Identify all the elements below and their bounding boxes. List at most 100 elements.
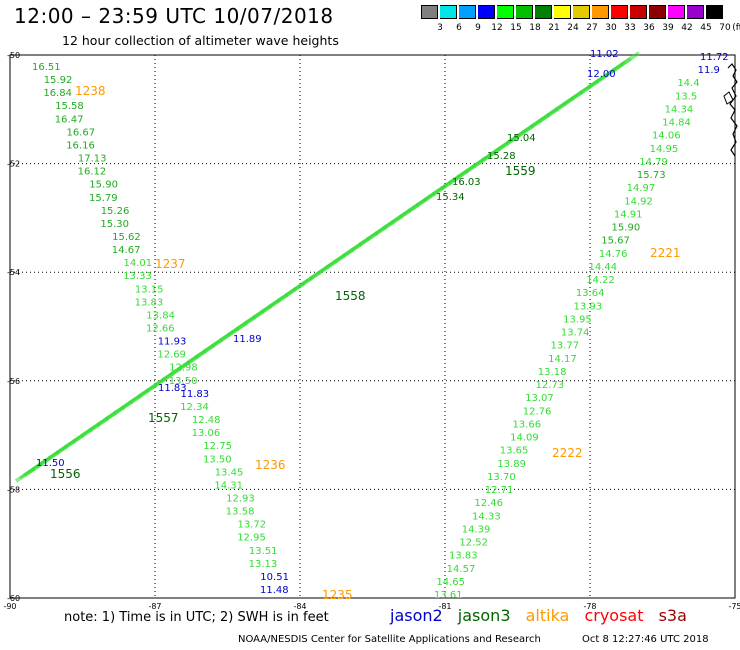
- legend-cryosat: cryosat: [584, 606, 644, 625]
- wave-height-value: 13.58: [226, 507, 255, 518]
- wave-height-value: 13.93: [574, 301, 603, 312]
- color-swatch: [516, 5, 533, 19]
- satellite-legend: jason2 jason3 altika cryosat s3a: [390, 606, 697, 625]
- wave-height-value: 13.70: [487, 472, 516, 483]
- pass-time-label: 2222: [552, 446, 583, 460]
- color-swatch: [687, 5, 704, 19]
- wave-height-value: 12.00: [587, 69, 616, 80]
- wave-height-value: 12.75: [203, 441, 232, 452]
- lat-tick-label: -58: [7, 485, 20, 494]
- wave-height-value: 15.90: [89, 180, 118, 191]
- pass-time-label: 1557: [148, 411, 179, 425]
- wave-height-value: 13.89: [497, 459, 526, 470]
- wave-height-value: 15.62: [112, 232, 141, 243]
- wave-height-value: 16.51: [32, 62, 61, 73]
- wave-height-value: 12.93: [226, 493, 255, 504]
- wave-height-value: 14.09: [510, 433, 539, 444]
- wave-height-value: 11.83: [158, 383, 187, 394]
- wave-height-value: 14.06: [652, 131, 681, 142]
- wave-height-value: 12.66: [146, 324, 175, 335]
- wave-height-value: 14.31: [214, 480, 243, 491]
- wave-height-value: 13.77: [550, 341, 579, 352]
- pass-time-label: 1237: [155, 257, 186, 271]
- wave-height-value: 14.95: [650, 144, 679, 155]
- wave-height-value: 15.34: [436, 192, 465, 203]
- map-title: 12:00 – 23:59 UTC 10/07/2018: [14, 4, 334, 28]
- wave-height-value: 14.91: [614, 209, 643, 220]
- color-swatch: [421, 5, 438, 19]
- wave-height-value: 16.16: [66, 140, 95, 151]
- color-scale-label: 21: [548, 23, 560, 33]
- map-subtitle: 12 hour collection of altimeter wave hei…: [62, 33, 339, 48]
- wave-height-value: 13.51: [249, 546, 278, 557]
- lon-tick-label: -78: [583, 602, 596, 611]
- wave-height-value: 12.69: [157, 350, 186, 361]
- wave-height-value: 13.83: [449, 551, 478, 562]
- legend-s3a: s3a: [658, 606, 687, 625]
- wave-height-value: 12.52: [459, 538, 488, 549]
- wave-height-value: 16.67: [67, 127, 96, 138]
- wave-height-value: 11.48: [260, 585, 289, 596]
- legend-jason2: jason2: [390, 606, 443, 625]
- wave-height-value: 16.84: [43, 88, 72, 99]
- color-swatch: [649, 5, 666, 19]
- color-swatch: [440, 5, 457, 19]
- wave-height-value: 15.04: [507, 133, 536, 144]
- wave-height-value: 13.15: [135, 284, 164, 295]
- color-swatch: [668, 5, 685, 19]
- lat-tick-label: -50: [7, 51, 20, 60]
- pass-time-label: 2221: [650, 246, 681, 260]
- wave-height-value: 12.46: [474, 498, 503, 509]
- wave-height-value: 13.66: [512, 419, 541, 430]
- wave-height-value: 14.01: [124, 258, 153, 269]
- pass-time-label: 1556: [50, 467, 81, 481]
- color-scale-unit: (ft): [732, 23, 740, 33]
- wave-height-value: 16.47: [55, 114, 84, 125]
- wave-height-value: 15.26: [101, 206, 130, 217]
- wave-height-value: 14.4: [677, 78, 699, 89]
- wave-height-value: 11.50: [36, 458, 65, 469]
- wave-height-value: 11.9: [698, 65, 720, 76]
- map-frame: [9, 54, 736, 599]
- pass-time-label: 1559: [505, 164, 536, 178]
- color-scale-label: 27: [586, 23, 598, 33]
- wave-height-value: 14.92: [624, 196, 653, 207]
- wave-height-value: 14.22: [586, 275, 615, 286]
- color-scale-label: 24: [567, 23, 579, 33]
- color-scale-label: 70: [719, 23, 731, 33]
- color-swatch: [535, 5, 552, 19]
- wave-height-value: 12.95: [237, 533, 266, 544]
- wave-height-value: 14.44: [589, 262, 618, 273]
- wave-height-value: 13.95: [563, 314, 592, 325]
- lat-tick-label: -52: [7, 160, 20, 169]
- color-scale-label: 3: [437, 23, 443, 33]
- legend-altika: altika: [525, 606, 570, 625]
- wave-height-value: 15.73: [637, 170, 666, 181]
- wave-height-value: 13.33: [123, 271, 152, 282]
- wave-height-value: 12.48: [192, 415, 221, 426]
- color-swatch: [611, 5, 628, 19]
- color-scale-label: 42: [681, 23, 693, 33]
- lon-tick-label: -90: [3, 602, 16, 611]
- coastline: [727, 63, 738, 157]
- wave-height-value: 15.58: [55, 101, 84, 112]
- lat-tick-label: -54: [7, 268, 20, 277]
- wave-height-value: 13.50: [169, 376, 198, 387]
- wave-height-value: 13.45: [215, 467, 244, 478]
- wave-height-value: 17.13: [78, 154, 107, 165]
- wave-height-value: 14.97: [627, 183, 656, 194]
- pass-time-label: 1235: [322, 588, 353, 602]
- legend-jason3: jason3: [457, 606, 511, 625]
- color-scale-label: 15: [510, 23, 522, 33]
- wave-height-value: 13.83: [135, 297, 164, 308]
- color-scale-label: 33: [624, 23, 636, 33]
- wave-height-value: 15.92: [44, 75, 73, 86]
- wave-height-value: 14.39: [462, 524, 491, 535]
- wave-height-value: 16.03: [452, 177, 481, 188]
- wave-height-value: 11.72: [700, 52, 729, 63]
- lon-tick-label: -87: [148, 602, 161, 611]
- color-swatch: [630, 5, 647, 19]
- wave-height-value: 15.90: [612, 223, 641, 234]
- wave-height-value: 13.06: [192, 428, 221, 439]
